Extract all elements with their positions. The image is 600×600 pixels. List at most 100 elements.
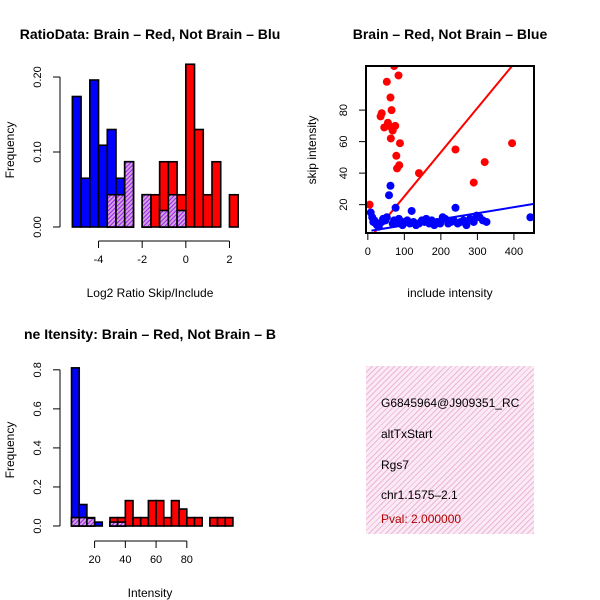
intensity-bar-brain — [124, 499, 134, 527]
scatter-point-brain — [469, 178, 478, 187]
scatter-x-tick-label: 100 — [395, 246, 413, 258]
intensity-bar-brain — [224, 516, 234, 527]
scatter-title: Brain – Red, Not Brain – Blue — [353, 26, 548, 42]
ratio-bar-not-brain — [89, 79, 100, 228]
scatter-point-brain — [382, 77, 391, 86]
scatter-point-brain — [395, 139, 404, 148]
ratio-bar-not-brain — [80, 177, 91, 228]
event-type: altTxStart — [381, 427, 433, 441]
scatter-x-tick-label: 200 — [432, 246, 450, 258]
scatter-x-tick-label: 400 — [505, 246, 523, 258]
fit-line-not-brain — [371, 202, 534, 232]
scatter-point-not-brain — [385, 191, 394, 200]
ratio-y-tick-label: 0.10 — [32, 141, 44, 162]
ratio-histogram-xlabel: Log2 Ratio Skip/Include — [87, 286, 214, 300]
ratio-y-tick-label: 0.00 — [32, 216, 44, 237]
scatter-point-not-brain — [382, 213, 391, 222]
ratio-bar-overlap — [123, 160, 135, 228]
scatter-point-brain — [391, 121, 400, 130]
ratio-x-tick-label: -2 — [137, 254, 147, 266]
ratio-bar-brain — [202, 193, 213, 228]
intensity-bar-not-brain — [93, 521, 104, 527]
ratio-bar-overlap — [167, 193, 178, 228]
scatter-point-not-brain — [526, 213, 534, 222]
ratio-bar-not-brain — [71, 95, 82, 228]
scatter-point-brain — [451, 145, 460, 154]
scatter-point-brain — [386, 93, 395, 102]
intensity-bar-overlap — [109, 521, 119, 527]
ratio-bar-overlap — [106, 193, 117, 228]
intensity-x-tick-label: 20 — [88, 554, 100, 566]
scatter-xlabel: include intensity — [407, 286, 492, 300]
intensity-bar-brain — [186, 516, 196, 527]
ratio-histogram-title: RatioData: Brain – Red, Not Brain – Blu — [20, 26, 281, 42]
intensity-bar-brain — [155, 499, 165, 527]
ratio-bar-brain — [193, 128, 205, 228]
intensity-bar-brain — [193, 516, 203, 527]
ratio-bar-overlap — [176, 209, 187, 228]
ratio-bar-brain — [185, 63, 196, 228]
intensity-bar-brain — [139, 516, 150, 527]
scatter-ylabel: skip intensity — [305, 116, 319, 185]
intensity-x-tick-label: 80 — [181, 554, 193, 566]
scatter-point-brain — [387, 106, 396, 115]
scatter-y-tick-label: 40 — [338, 167, 350, 179]
intensity-histogram-title: ne Itensity: Brain – Red, Not Brain – B — [24, 326, 276, 342]
scatter-x-tick-label: 0 — [365, 246, 371, 258]
scatter-point-brain — [386, 134, 395, 143]
genomic-location: chr1.1575–2.1 — [381, 488, 458, 502]
intensity-histogram-xlabel: Intensity — [128, 586, 173, 600]
scatter-point-brain — [508, 139, 517, 148]
scatter-point-not-brain — [469, 217, 478, 226]
scatter-point-brain — [480, 158, 489, 167]
scatter-point-brain — [377, 109, 386, 118]
scatter-plot-area — [366, 66, 534, 233]
intensity-y-tick-label: 0.0 — [32, 518, 44, 533]
ratio-x-tick-label: 0 — [183, 254, 189, 266]
intensity-y-tick-label: 0.2 — [32, 479, 44, 494]
ratio-bar-not-brain — [97, 144, 109, 228]
scatter-y-tick-label: 80 — [338, 104, 350, 116]
intensity-bar-brain — [209, 516, 219, 527]
scatter-y-tick-label: 20 — [338, 199, 350, 211]
intensity-y-tick-label: 0.6 — [32, 401, 44, 416]
intensity-histogram: ne Itensity: Brain – Red, Not Brain – B … — [3, 326, 276, 600]
scatter-point-not-brain — [407, 206, 416, 215]
intensity-scatter: Brain – Red, Not Brain – Blue 0 100 200 300… — [305, 26, 547, 300]
ratio-bar-brain — [150, 193, 161, 228]
scatter-point-not-brain — [391, 203, 400, 212]
ratio-bar-brain — [211, 160, 222, 228]
intensity-bar-brain — [170, 499, 180, 527]
intensity-x-tick-label: 60 — [150, 554, 162, 566]
scatter-y-tick-label: 60 — [338, 135, 350, 147]
intensity-histogram-ylabel: Frequency — [3, 422, 17, 479]
event-info-box: G6845964@J909351_RC altTxStart Rgs7 chr1… — [366, 366, 534, 534]
intensity-bar-brain — [178, 508, 188, 527]
scatter-point-brain — [394, 71, 403, 80]
intensity-bar-overlap — [70, 516, 81, 527]
intensity-y-tick-label: 0.8 — [32, 362, 44, 377]
scatter-point-brain — [366, 200, 374, 209]
intensity-bar-brain — [216, 516, 227, 527]
intensity-bar-brain — [162, 516, 173, 527]
scatter-point-not-brain — [451, 203, 460, 212]
intensity-bar-not-brain — [70, 367, 81, 527]
ratio-histogram: RatioData: Brain – Red, Not Brain – Blu … — [3, 26, 280, 300]
ratio-x-tick-label: 2 — [226, 254, 232, 266]
intensity-x-tick-label: 40 — [119, 554, 131, 566]
gene-name: Rgs7 — [381, 458, 410, 472]
scatter-point-brain — [392, 151, 401, 160]
scatter-point-brain — [395, 161, 404, 170]
ratio-y-tick-label: 0.20 — [32, 66, 44, 87]
ratio-bar-brain — [228, 193, 239, 228]
scatter-point-not-brain — [436, 219, 445, 228]
scatter-point-not-brain — [462, 221, 471, 230]
scatter-point-not-brain — [386, 181, 395, 190]
event-id: G6845964@J909351_RC — [381, 396, 520, 410]
intensity-bar-overlap — [116, 521, 127, 527]
ratio-histogram-ylabel: Frequency — [3, 122, 17, 179]
ratio-bar-overlap — [141, 193, 152, 228]
p-value: Pval: 2.000000 — [381, 512, 462, 526]
ratio-bar-overlap — [115, 193, 126, 228]
